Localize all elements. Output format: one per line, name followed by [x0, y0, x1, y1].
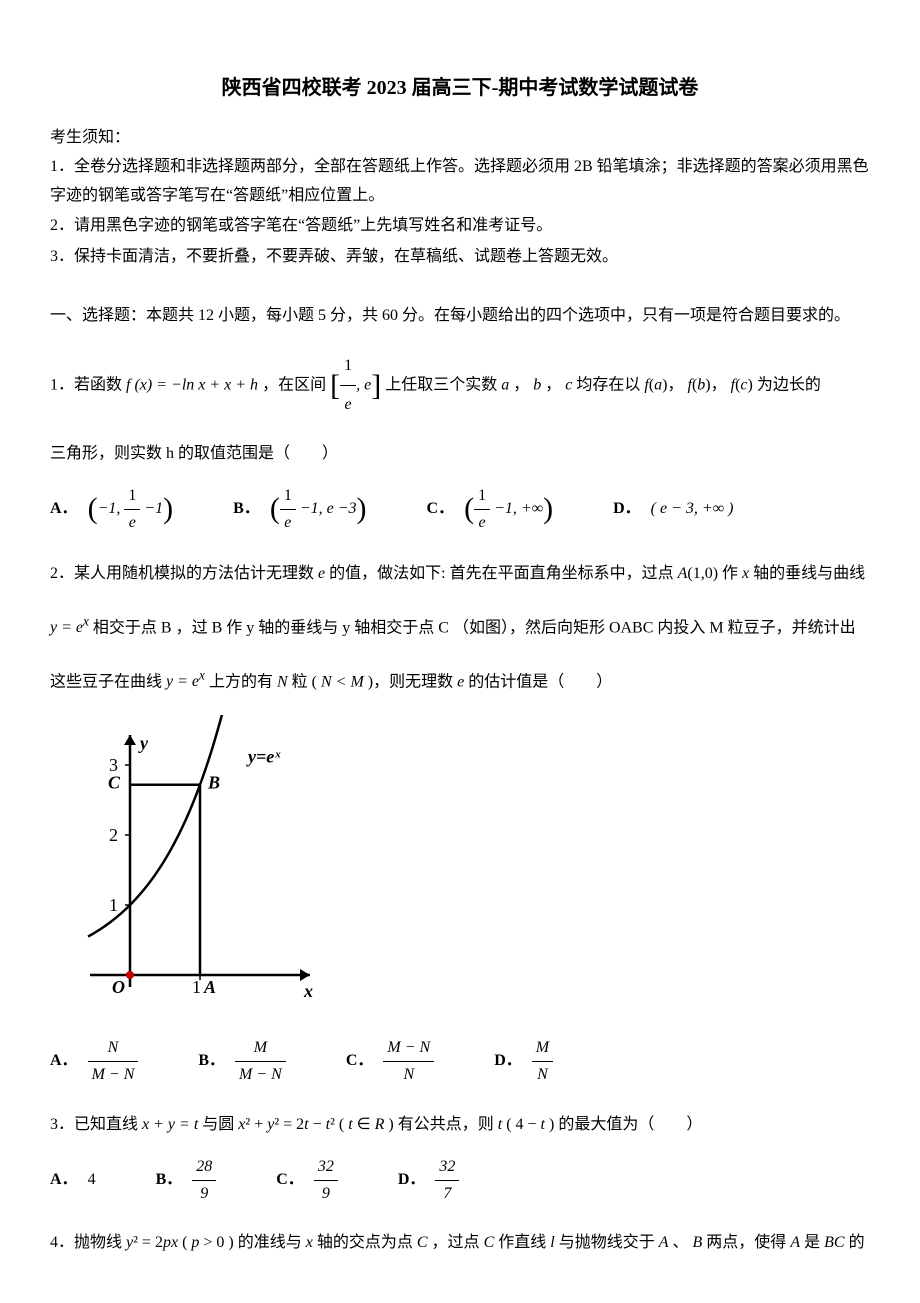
- notice-1: 1．全卷分选择题和非选择题两部分，全部在答题纸上作答。选择题必须用 2B 铅笔填…: [50, 153, 870, 211]
- q3-options: A． 4 B． 289 C． 329 D． 327: [50, 1154, 870, 1206]
- q1-option-c: C． (1e −1, +∞): [427, 483, 554, 535]
- opt-label: C．: [427, 500, 455, 517]
- opt-label: A．: [50, 1171, 78, 1188]
- q2-chart: 1231OABCxyy=eˣ: [70, 715, 870, 1026]
- question-2-l1: 2．某人用随机模拟的方法估计无理数 e 的值，做法如下: 首先在平面直角坐标系中…: [50, 553, 870, 595]
- svg-text:y=eˣ: y=eˣ: [246, 746, 281, 766]
- section1-heading: 一、选择题：本题共 12 小题，每小题 5 分，共 60 分。在每小题给出的四个…: [50, 302, 870, 331]
- q3-option-a: A． 4: [50, 1167, 96, 1193]
- frac-num: 32: [435, 1154, 459, 1181]
- svg-text:C: C: [108, 772, 121, 792]
- opt-label: B．: [233, 500, 260, 517]
- svg-text:B: B: [207, 772, 220, 792]
- question-3: 3．已知直线 x + y = t 与圆 x² + y² = 2t − t² ( …: [50, 1106, 870, 1144]
- frac-num: N: [88, 1035, 139, 1062]
- q2-option-b: B． MM − N: [198, 1035, 285, 1087]
- frac-den: 9: [192, 1181, 216, 1207]
- frac-num: M − N: [383, 1035, 434, 1062]
- q1-prefix: 1．若函数: [50, 376, 126, 393]
- frac-num: M: [235, 1035, 286, 1062]
- q1-option-a: A． (−1, 1e −1): [50, 483, 173, 535]
- q1-mid2: 上任取三个实数 a ， b ， c 均存在以 f(a)， f(b)， f(c) …: [385, 376, 821, 393]
- q2-options: A． NM − N B． MM − N C． M − NN D． MN: [50, 1035, 870, 1087]
- notice-3: 3．保持卡面清洁，不要折叠，不要弄破、弄皱，在草稿纸、试题卷上答题无效。: [50, 243, 870, 272]
- opt-label: A．: [50, 500, 78, 517]
- q1-line2: 三角形，则实数 h 的取值范围是（ ）: [50, 435, 870, 473]
- opt-label: D．: [398, 1171, 426, 1188]
- svg-text:1: 1: [109, 895, 118, 915]
- question-4: 4．抛物线 y² = 2px ( p > 0 ) 的准线与 x 轴的交点为点 C…: [50, 1224, 870, 1262]
- q2-l1: 2．某人用随机模拟的方法估计无理数 e 的值，做法如下: 首先在平面直角坐标系中…: [50, 565, 865, 582]
- q1-options: A． (−1, 1e −1) B． (1e −1, e −3) C． (1e −…: [50, 483, 870, 535]
- frac-num: 28: [192, 1154, 216, 1181]
- frac-num: 32: [314, 1154, 338, 1181]
- chart-svg: 1231OABCxyy=eˣ: [70, 715, 330, 1015]
- opt-label: C．: [346, 1052, 374, 1069]
- doc-title: 陕西省四校联考 2023 届高三下-期中考试数学试题试卷: [50, 70, 870, 106]
- opt-label: D．: [613, 500, 641, 517]
- q2-option-d: D． MN: [494, 1035, 553, 1087]
- q3-option-c: C． 329: [276, 1154, 338, 1206]
- svg-text:1: 1: [192, 977, 201, 997]
- frac-den: 9: [314, 1181, 338, 1207]
- svg-text:y: y: [138, 733, 149, 753]
- q1-d-text: ( e − 3, +∞ ): [651, 500, 734, 517]
- notice-header: 考生须知：: [50, 124, 870, 153]
- q3-option-d: D． 327: [398, 1154, 460, 1206]
- frac-den: M − N: [88, 1062, 139, 1088]
- svg-text:A: A: [203, 977, 216, 997]
- q2-option-a: A． NM − N: [50, 1035, 138, 1087]
- q1-option-d: D． ( e − 3, +∞ ): [613, 496, 733, 522]
- q1-lbracket: [: [330, 369, 340, 402]
- opt-label: A．: [50, 1052, 78, 1069]
- opt-val: 4: [88, 1171, 96, 1188]
- q2-l2b: 相交于点 B ，过 B 作 y 轴的垂线与 y 轴相交于点 C （如图），然后向…: [89, 619, 856, 636]
- opt-label: B．: [198, 1052, 225, 1069]
- opt-label: B．: [156, 1171, 183, 1188]
- svg-text:x: x: [303, 981, 313, 1001]
- question-2-l2: y = ex 相交于点 B ，过 B 作 y 轴的垂线与 y 轴相交于点 C （…: [50, 605, 870, 649]
- q1-func: f (x) = −ln x + x + h: [126, 376, 258, 393]
- q1-mid1: ，在区间: [262, 376, 330, 393]
- svg-text:O: O: [112, 977, 125, 997]
- frac-den: M − N: [235, 1062, 286, 1088]
- svg-text:2: 2: [109, 825, 118, 845]
- notice-2: 2．请用黑色字迹的钢笔或答字笔在“答题纸”上先填写姓名和准考证号。: [50, 212, 870, 241]
- frac-den: 7: [435, 1181, 459, 1207]
- question-1: 1．若函数 f (x) = −ln x + x + h ，在区间 [1e, e]…: [50, 347, 870, 425]
- frac-den: N: [532, 1062, 553, 1088]
- opt-label: C．: [276, 1171, 304, 1188]
- opt-label: D．: [494, 1052, 522, 1069]
- q1-option-b: B． (1e −1, e −3): [233, 483, 366, 535]
- question-2-l3: 这些豆子在曲线 y = ex 上方的有 N 粒 ( N < M )，则无理数 e…: [50, 659, 870, 703]
- q1-rbracket: ]: [371, 369, 381, 402]
- q1-interval-tail: , e: [356, 376, 371, 393]
- q3-option-b: B． 289: [156, 1154, 217, 1206]
- frac-den: N: [383, 1062, 434, 1088]
- frac-num: M: [532, 1035, 553, 1062]
- q2-option-c: C． M − NN: [346, 1035, 434, 1087]
